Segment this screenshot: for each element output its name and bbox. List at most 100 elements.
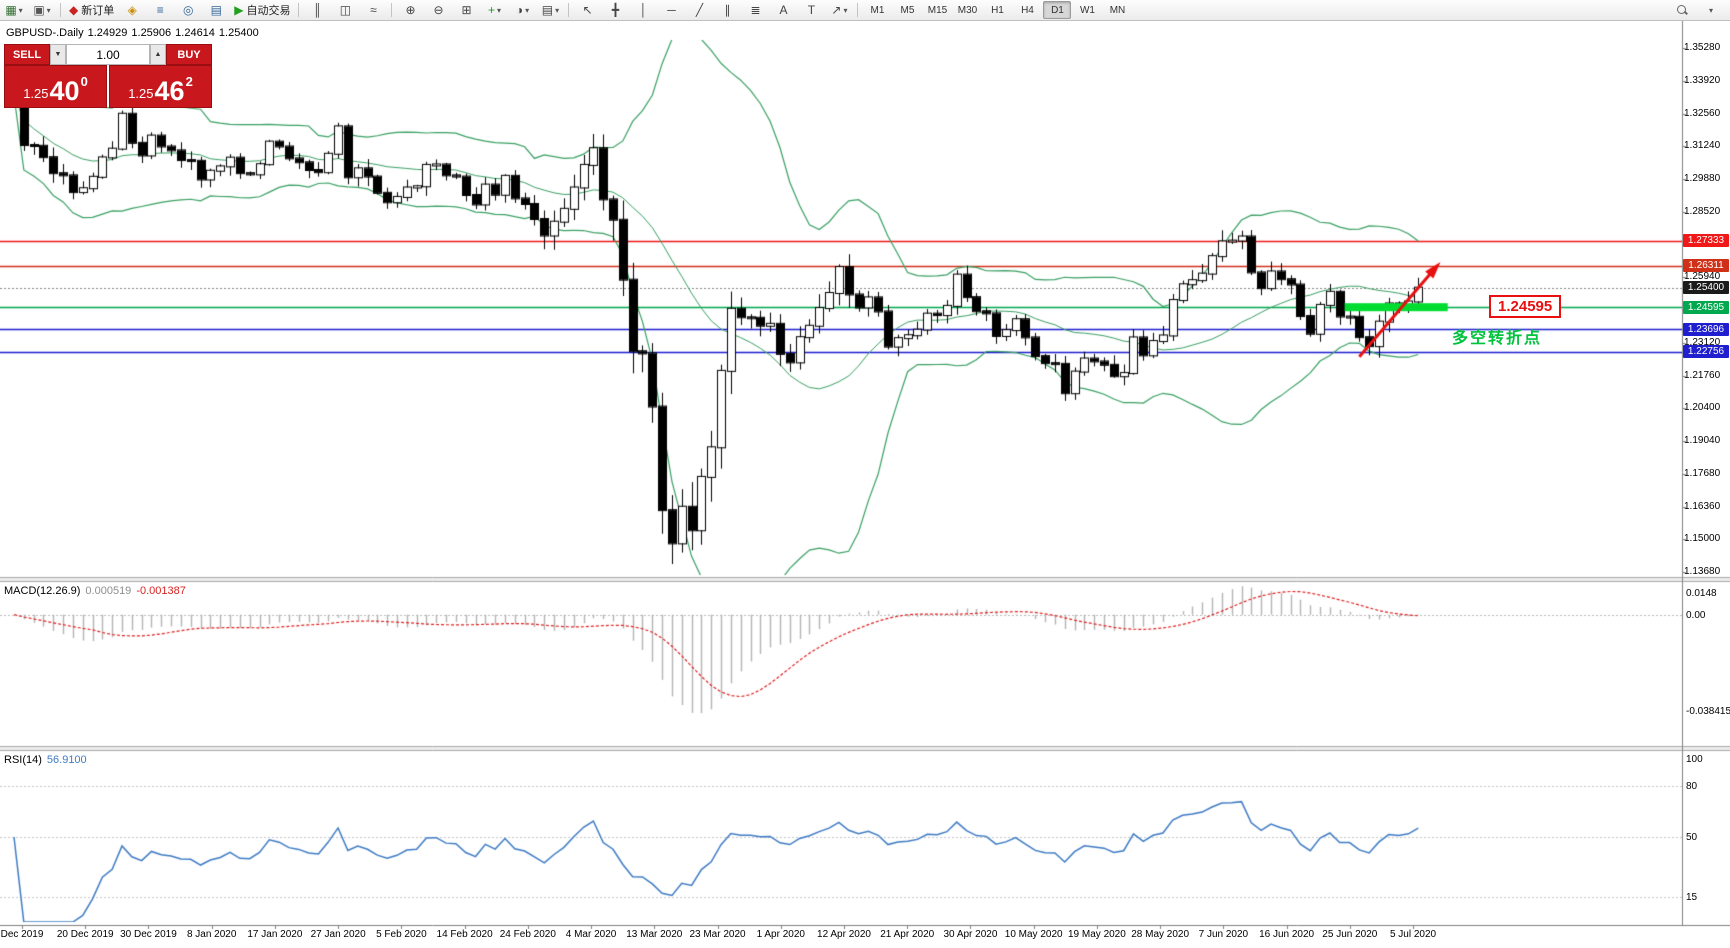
text-tool-button[interactable]: A xyxy=(770,0,796,20)
buy-button[interactable]: BUY xyxy=(166,44,212,65)
chart-line-button[interactable]: ≈ xyxy=(360,0,386,20)
auto-trading-icon: ▶ xyxy=(234,3,244,17)
periods-button[interactable]: ◑ ▾ xyxy=(509,0,535,20)
turning-point-text[interactable]: 多空转折点 xyxy=(1452,330,1543,348)
macd-name: MACD(12.26.9) xyxy=(4,585,81,597)
new-order-icon: ◆ xyxy=(69,3,79,17)
search-button[interactable] xyxy=(1669,0,1695,20)
channel-icon: ∥ xyxy=(724,3,731,17)
chart-candles-icon: ◫ xyxy=(339,3,352,17)
chart-bars-icon: ║ xyxy=(313,3,322,17)
timeframe-d1-button[interactable]: D1 xyxy=(1043,1,1072,19)
lot-size-input[interactable] xyxy=(66,44,150,65)
timeframe-m15-button[interactable]: M15 xyxy=(927,4,948,16)
sell-price-point: 0 xyxy=(80,74,88,89)
timeframe-mn-button[interactable]: MN xyxy=(1109,4,1126,16)
chevron-down-icon: ▾ xyxy=(525,5,530,15)
timeframe-h4-button[interactable]: H4 xyxy=(1021,4,1034,16)
low-value: 1.24614 xyxy=(175,27,215,39)
label-tool-icon: T xyxy=(807,3,816,17)
toolbar-buttons: ▦ ▾ ▣ ▾ ◆ 新订单 ◈ ≡ ◎ ▤ ▶ 自动交易 ║ ◫ ≈ ⊕ ⊖ ⊞ + ▾ ◑ ▾ ▤ ▾ ↖ ╋ │ ─ ╱ ∥ ≣ A T ↗ ▾ xyxy=(0,0,862,20)
zoom-in-button[interactable]: ⊕ xyxy=(397,0,423,20)
chevron-down-icon: ▾ xyxy=(843,5,848,15)
buy-price-point: 2 xyxy=(185,74,193,89)
crosshair-icon: ╋ xyxy=(611,3,620,17)
tile-windows-button[interactable]: ⊞ xyxy=(453,0,479,20)
toolbar-separator xyxy=(568,3,570,17)
channel-button[interactable]: ∥ xyxy=(714,0,740,20)
fibonacci-icon: ≣ xyxy=(750,3,761,17)
horizontal-line-icon: ─ xyxy=(667,3,676,17)
toolbar: ▦ ▾ ▣ ▾ ◆ 新订单 ◈ ≡ ◎ ▤ ▶ 自动交易 ║ ◫ ≈ ⊕ ⊖ ⊞ + ▾ ◑ ▾ ▤ ▾ ↖ ╋ │ ─ ╱ ∥ ≣ A T ↗ ▾… xyxy=(0,0,1730,21)
toolbar-separator xyxy=(391,3,393,17)
periods-icon: ◑ xyxy=(515,3,524,17)
arrows-tool-icon: ↗ xyxy=(831,3,842,17)
toolbar-options-button[interactable]: ▾ xyxy=(1697,0,1723,20)
rsi-value: 56.9100 xyxy=(46,754,87,766)
macd-main-value: 0.000519 xyxy=(85,585,132,597)
arrows-tool-button[interactable]: ↗ ▾ xyxy=(826,0,852,20)
fibonacci-button[interactable]: ≣ xyxy=(742,0,768,20)
rsi-label: RSI(14) 56.9100 xyxy=(4,754,87,766)
crosshair-button[interactable]: ╋ xyxy=(602,0,628,20)
sell-price-prefix: 1.25 xyxy=(23,86,49,101)
metaeditor-button[interactable]: ◈ xyxy=(119,0,145,20)
chevron-down-icon: ▾ xyxy=(496,5,501,15)
ohlc-info: GBPUSD-.Daily 1.24929 1.25906 1.24614 1.2540… xyxy=(6,27,263,39)
indicators-button[interactable]: + ▾ xyxy=(481,0,507,20)
trendline-icon: ╱ xyxy=(695,3,704,17)
timeframe-m5-button[interactable]: M5 xyxy=(900,4,915,16)
toolbar-separator xyxy=(298,3,300,17)
chart-profiles-button[interactable]: ▣ ▾ xyxy=(29,0,55,20)
chart-bars-button[interactable]: ║ xyxy=(304,0,330,20)
new-chart-button[interactable]: ▦ ▾ xyxy=(1,0,27,20)
buy-price-pips: 46 xyxy=(154,75,185,106)
timeframe-m30-button[interactable]: M30 xyxy=(957,4,978,16)
open-value: 1.24929 xyxy=(87,27,128,39)
new-order-button[interactable]: ◆ 新订单 xyxy=(66,0,117,20)
navigator-icon: ◎ xyxy=(182,3,194,17)
price-callout-label[interactable]: 1.24595 xyxy=(1489,295,1562,319)
navigator-button[interactable]: ◎ xyxy=(175,0,201,20)
terminal-button[interactable]: ▤ xyxy=(203,0,229,20)
zoom-out-icon: ⊖ xyxy=(433,3,444,17)
auto-trading-label: 自动交易 xyxy=(246,5,291,17)
market-watch-icon: ≡ xyxy=(156,3,164,17)
vertical-line-button[interactable]: │ xyxy=(630,0,656,20)
metaeditor-icon: ◈ xyxy=(127,3,137,17)
chart-candles-button[interactable]: ◫ xyxy=(332,0,358,20)
chevron-down-icon: ▾ xyxy=(1708,5,1713,15)
timeframe-m1-button[interactable]: M1 xyxy=(870,4,885,16)
auto-trading-button[interactable]: ▶ 自动交易 xyxy=(231,0,293,20)
timeframe-h1-button[interactable]: H1 xyxy=(991,4,1004,16)
search-icon xyxy=(1676,4,1688,16)
chevron-down-icon: ▾ xyxy=(555,5,560,15)
text-tool-icon: A xyxy=(779,3,788,17)
lot-increase-button[interactable]: ▲ xyxy=(150,44,166,65)
sell-button[interactable]: SELL xyxy=(4,44,50,65)
terminal-icon: ▤ xyxy=(210,3,222,17)
sell-price-pips: 40 xyxy=(49,75,80,106)
high-value: 1.25906 xyxy=(131,27,172,39)
toolbar-separator xyxy=(60,3,61,17)
templates-button[interactable]: ▤ ▾ xyxy=(537,0,563,20)
new-order-label: 新订单 xyxy=(81,5,115,17)
market-watch-button[interactable]: ≡ xyxy=(147,0,173,20)
macd-label: MACD(12.26.9) 0.000519 -0.001387 xyxy=(4,585,186,597)
horizontal-line-button[interactable]: ─ xyxy=(658,0,684,20)
new-chart-icon: ▦ xyxy=(5,3,17,17)
timeframe-w1-button[interactable]: W1 xyxy=(1079,4,1095,16)
lot-decrease-button[interactable]: ▼ xyxy=(50,44,66,65)
chevron-down-icon: ▾ xyxy=(46,5,51,15)
sell-price-button[interactable]: 1.25 40 0 xyxy=(4,65,107,108)
zoom-out-button[interactable]: ⊖ xyxy=(425,0,451,20)
close-value: 1.25400 xyxy=(218,27,259,39)
cursor-button[interactable]: ↖ xyxy=(574,0,600,20)
buy-price-button[interactable]: 1.25 46 2 xyxy=(109,65,212,108)
chart-line-icon: ≈ xyxy=(370,3,377,17)
label-tool-button[interactable]: T xyxy=(798,0,824,20)
trendline-button[interactable]: ╱ xyxy=(686,0,712,20)
templates-icon: ▤ xyxy=(541,3,554,17)
